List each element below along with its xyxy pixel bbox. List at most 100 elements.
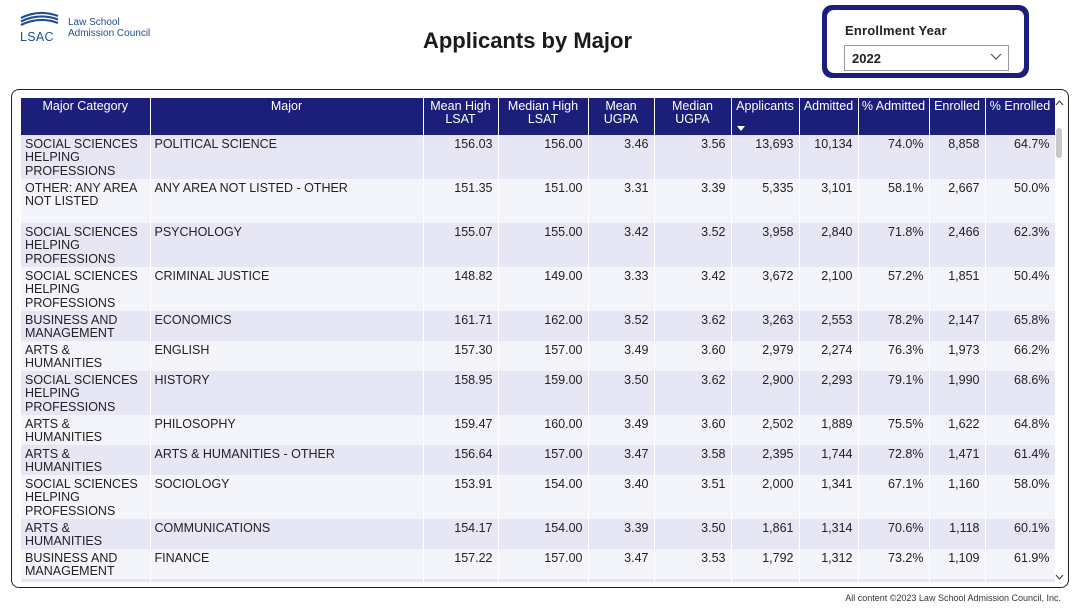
cell-median-ugpa: 3.39 (654, 179, 732, 223)
header-applicants-label: Applicants (736, 99, 794, 113)
cell-mean-ugpa: 3.31 (588, 579, 655, 582)
logo-text: Law School Admission Council (68, 17, 150, 39)
table-scrollbar[interactable] (1055, 98, 1064, 582)
table-row[interactable]: SOCIAL SCIENCES HELPING PROFESSIONS POLIT… (21, 135, 1055, 179)
cell-median-high-lsat: 157.00 (498, 341, 589, 371)
table-row[interactable]: ARTS & HUMANITIES ENGLISH 157.30 157.00 3.49… (21, 341, 1055, 371)
cell-mean-ugpa: 3.47 (588, 445, 655, 475)
table-row[interactable]: SOCIAL SCIENCES HELPING PROFESSIONS SOCIO… (21, 475, 1055, 519)
cell-major-category: SOCIAL SCIENCES HELPING PROFESSIONS (21, 223, 151, 267)
table-row[interactable]: SOCIAL SCIENCES HELPING PROFESSIONS CRIMI… (21, 267, 1055, 311)
cell-mean-ugpa: 3.31 (588, 179, 655, 223)
cell-pct-admitted: 74.0% (858, 135, 930, 179)
scroll-down-icon[interactable] (1055, 572, 1064, 582)
cell-enrolled: 1,973 (929, 341, 986, 371)
table-row[interactable]: ARTS & HUMANITIES ARTS & HUMANITIES - OTH… (21, 445, 1055, 475)
header-pct-admitted[interactable]: % Admitted (858, 98, 930, 135)
header-mean-ugpa[interactable]: Mean UGPA (588, 98, 655, 135)
header-major[interactable]: Major (150, 98, 424, 135)
cell-pct-enrolled: 53.9% (985, 579, 1055, 582)
table-row[interactable]: OTHER: ANY AREA NOT LISTED ANY AREA NOT L… (21, 179, 1055, 223)
header-admitted[interactable]: Admitted (799, 98, 859, 135)
cell-major: ARTS & HUMANITIES - OTHER (150, 445, 424, 475)
cell-median-high-lsat: 153.00 (498, 579, 589, 582)
majors-table: Major Category Major Mean High LSAT Medi… (21, 98, 1055, 582)
cell-median-ugpa: 3.50 (654, 519, 732, 549)
table-row[interactable]: SOCIAL SCIENCES HELPING PROFESSIONS HISTO… (21, 371, 1055, 415)
table-row[interactable]: BUSINESS AND MANAGEMENT FINANCE 157.22 157.… (21, 549, 1055, 579)
cell-pct-admitted: 67.1% (858, 475, 930, 519)
cell-applicants: 3,958 (731, 223, 800, 267)
cell-enrolled: 2,466 (929, 223, 986, 267)
cell-major-category: BUSINESS AND MANAGEMENT (21, 549, 151, 579)
cell-mean-high-lsat: 155.07 (423, 223, 499, 267)
cell-median-ugpa: 3.62 (654, 311, 732, 341)
cell-enrolled: 1,118 (929, 519, 986, 549)
cell-admitted: 2,100 (799, 267, 859, 311)
scrollbar-thumb[interactable] (1056, 128, 1062, 158)
cell-pct-admitted: 72.8% (858, 445, 930, 475)
cell-median-ugpa: 3.40 (654, 579, 732, 582)
cell-major: ANY AREA NOT LISTED - OTHER (150, 179, 424, 223)
table-row[interactable]: SOCIAL SCIENCES HELPING PROFESSIONS PSYCH… (21, 223, 1055, 267)
cell-mean-ugpa: 3.42 (588, 223, 655, 267)
cell-admitted: 1,744 (799, 445, 859, 475)
cell-applicants: 5,335 (731, 179, 800, 223)
table-viewport: Major Category Major Mean High LSAT Medi… (21, 98, 1055, 582)
cell-mean-high-lsat: 156.64 (423, 445, 499, 475)
cell-applicants: 2,502 (731, 415, 800, 445)
cell-major-category: ARTS & HUMANITIES (21, 445, 151, 475)
cell-major-category: ARTS & HUMANITIES (21, 341, 151, 371)
cell-applicants: 2,000 (731, 475, 800, 519)
logo-mark: LSAC (20, 30, 54, 44)
cell-mean-high-lsat: 153.35 (423, 579, 499, 582)
cell-pct-enrolled: 64.7% (985, 135, 1055, 179)
cell-enrolled: 1,851 (929, 267, 986, 311)
header-enrolled[interactable]: Enrolled (929, 98, 986, 135)
cell-major-category: SOCIAL SCIENCES HELPING PROFESSIONS (21, 135, 151, 179)
cell-major: PSYCHOLOGY (150, 223, 424, 267)
cell-applicants: 1,792 (731, 549, 800, 579)
header-major-category[interactable]: Major Category (21, 98, 151, 135)
cell-pct-enrolled: 68.6% (985, 371, 1055, 415)
cell-median-high-lsat: 156.00 (498, 135, 589, 179)
table-row[interactable]: ARTS & HUMANITIES PHILOSOPHY 159.47 160.00 3… (21, 415, 1055, 445)
cell-applicants: 2,900 (731, 371, 800, 415)
table-row[interactable]: BUSINESS AND MANAGEMENTBUSINESS ADMINIST… (21, 579, 1055, 582)
cell-pct-admitted: 58.1% (858, 179, 930, 223)
lsac-logo-icon: LSAC (20, 11, 59, 44)
table-row[interactable]: BUSINESS AND MANAGEMENT ECONOMICS 161.71 16… (21, 311, 1055, 341)
cell-pct-enrolled: 62.3% (985, 223, 1055, 267)
cell-admitted: 1,052 (799, 579, 859, 582)
table-row[interactable]: ARTS & HUMANITIES COMMUNICATIONS 154.17 154… (21, 519, 1055, 549)
header-pct-enrolled[interactable]: % Enrolled (985, 98, 1055, 135)
cell-median-high-lsat: 151.00 (498, 179, 589, 223)
cell-mean-ugpa: 3.52 (588, 311, 655, 341)
scroll-up-icon[interactable] (1055, 98, 1064, 108)
cell-mean-high-lsat: 157.30 (423, 341, 499, 371)
cell-major-category: ARTS & HUMANITIES (21, 415, 151, 445)
cell-applicants: 2,395 (731, 445, 800, 475)
lsac-logo: LSAC Law School Admission Council (20, 8, 160, 44)
cell-median-ugpa: 3.42 (654, 267, 732, 311)
cell-pct-admitted: 76.3% (858, 341, 930, 371)
enrollment-year-select[interactable]: 2022 (844, 45, 1009, 71)
cell-major: BUSINESS ADMINISTRATION (150, 579, 424, 582)
header-median-ugpa[interactable]: Median UGPA (654, 98, 732, 135)
cell-applicants: 2,979 (731, 341, 800, 371)
cell-median-high-lsat: 155.00 (498, 223, 589, 267)
cell-mean-high-lsat: 154.17 (423, 519, 499, 549)
header-applicants[interactable]: Applicants (731, 98, 800, 135)
cell-mean-ugpa: 3.47 (588, 549, 655, 579)
header-mean-high-lsat[interactable]: Mean High LSAT (423, 98, 499, 135)
enrollment-year-label: Enrollment Year (845, 23, 947, 38)
cell-pct-admitted: 75.5% (858, 415, 930, 445)
header-median-high-lsat[interactable]: Median High LSAT (498, 98, 589, 135)
page-title: Applicants by Major (422, 28, 633, 53)
cell-admitted: 1,312 (799, 549, 859, 579)
cell-pct-admitted: 70.6% (858, 519, 930, 549)
cell-major: ECONOMICS (150, 311, 424, 341)
cell-mean-high-lsat: 157.22 (423, 549, 499, 579)
cell-median-ugpa: 3.60 (654, 341, 732, 371)
cell-median-ugpa: 3.56 (654, 135, 732, 179)
